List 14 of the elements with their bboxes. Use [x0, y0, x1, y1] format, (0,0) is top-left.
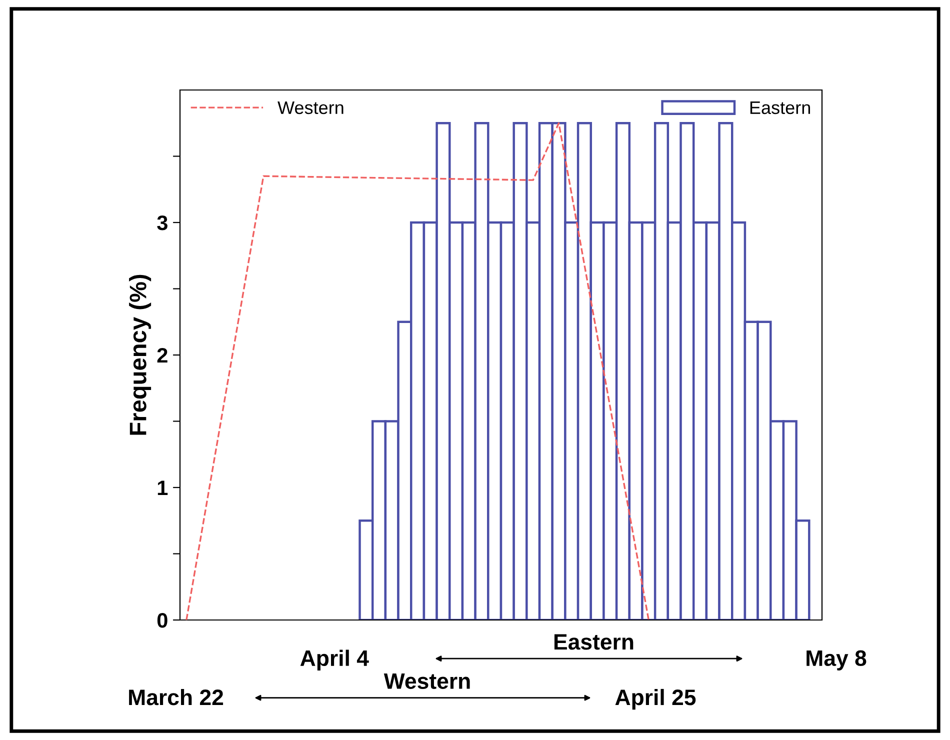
- y-tick-label: 0: [157, 613, 168, 628]
- text: March 22: [129, 688, 224, 706]
- legend-label: Western: [278, 101, 344, 114]
- y-tick-label: 1: [158, 480, 168, 496]
- y-tick-label: 3: [157, 216, 168, 230]
- y-axis-title: Frequency (%): [129, 274, 152, 435]
- text: Western: [384, 673, 470, 689]
- text: April 4: [300, 650, 369, 670]
- line-series: [186, 122, 650, 620]
- y-tick-label: 2: [157, 348, 168, 363]
- text: April 25: [615, 688, 696, 710]
- text: May 8: [806, 650, 866, 670]
- text: Eastern: [554, 634, 634, 650]
- legend-label: Eastern: [750, 101, 810, 114]
